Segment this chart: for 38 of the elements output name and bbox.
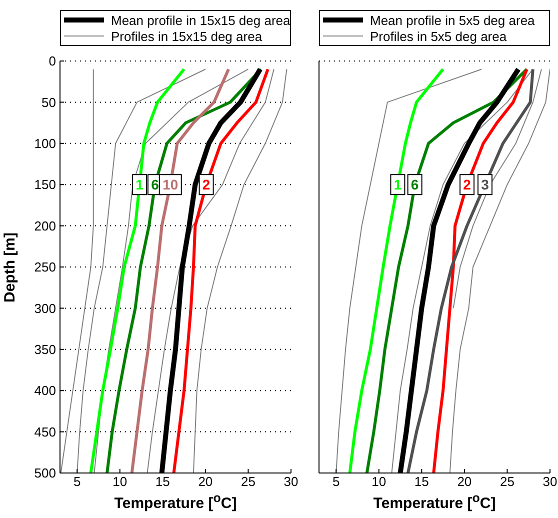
y-tick-label: 400 <box>34 383 56 398</box>
series-label: 6 <box>410 176 419 193</box>
y-tick-label: 300 <box>34 300 56 316</box>
x-tick-label: 25 <box>500 474 514 490</box>
legend-label: Profiles in 5x5 deg area <box>370 28 507 44</box>
legend-label: Profiles in 15x15 deg area <box>111 28 262 44</box>
x-tick-label: 5 <box>73 474 81 490</box>
y-tick-label: 250 <box>34 260 56 275</box>
x-tick-label: 15 <box>414 474 429 490</box>
y-tick-label: 150 <box>34 177 56 192</box>
x-axis-title: Temperature [$^{o}$C] <box>113 491 238 512</box>
legend-label: Mean profile in 5x5 deg area <box>370 12 535 28</box>
y-tick-label: 350 <box>34 342 56 358</box>
series-label: 2 <box>202 176 210 193</box>
x-tick-label: 20 <box>198 474 213 490</box>
x-tick-label: 10 <box>112 474 128 490</box>
x-tick-label: 30 <box>542 474 558 490</box>
x-axis-title: Temperature [$^{o}$C] <box>372 491 497 512</box>
y-tick-label: 200 <box>34 218 56 234</box>
series-label: 2 <box>463 176 472 193</box>
series-label: 1 <box>136 176 144 193</box>
series-label: 6 <box>151 176 160 193</box>
y-tick-label: 500 <box>34 466 56 481</box>
x-tick-label: 10 <box>372 474 386 490</box>
x-tick-label: 30 <box>284 474 298 490</box>
y-tick-label: 100 <box>34 136 56 152</box>
x-tick-label: 15 <box>155 474 170 490</box>
x-tick-label: 25 <box>240 474 256 490</box>
series-label: 1 <box>394 176 402 193</box>
legend-label: Mean profile in 15x15 deg area <box>111 12 290 28</box>
y-axis-title: Depth [m] <box>2 232 18 302</box>
y-tick-label: 0 <box>48 54 56 69</box>
y-tick-label: 50 <box>42 94 56 110</box>
series-label: 3 <box>481 176 490 193</box>
x-tick-label: 5 <box>332 474 340 490</box>
y-tick-label: 450 <box>34 424 56 440</box>
x-tick-label: 20 <box>457 474 472 490</box>
series-label: 10 <box>162 176 178 193</box>
